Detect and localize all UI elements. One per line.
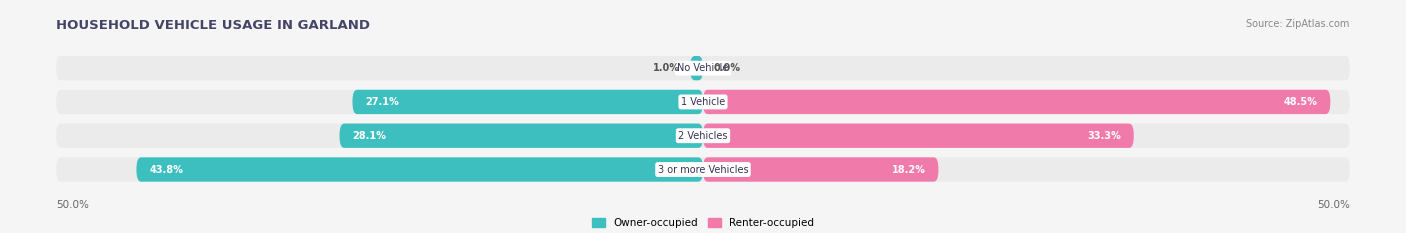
FancyBboxPatch shape [56,56,1350,80]
Text: Source: ZipAtlas.com: Source: ZipAtlas.com [1246,19,1350,29]
Text: 1.0%: 1.0% [652,63,679,73]
Text: 18.2%: 18.2% [891,164,925,175]
Text: No Vehicle: No Vehicle [678,63,728,73]
FancyBboxPatch shape [56,90,1350,114]
FancyBboxPatch shape [703,123,1133,148]
FancyBboxPatch shape [136,157,703,182]
FancyBboxPatch shape [703,157,938,182]
Text: HOUSEHOLD VEHICLE USAGE IN GARLAND: HOUSEHOLD VEHICLE USAGE IN GARLAND [56,19,370,32]
Text: 2 Vehicles: 2 Vehicles [678,131,728,141]
FancyBboxPatch shape [353,90,703,114]
Text: 33.3%: 33.3% [1087,131,1121,141]
Text: 28.1%: 28.1% [353,131,387,141]
FancyBboxPatch shape [56,123,1350,148]
Text: 48.5%: 48.5% [1284,97,1317,107]
Text: 3 or more Vehicles: 3 or more Vehicles [658,164,748,175]
Text: 1 Vehicle: 1 Vehicle [681,97,725,107]
Text: 50.0%: 50.0% [56,200,89,210]
FancyBboxPatch shape [703,90,1330,114]
Text: 50.0%: 50.0% [1317,200,1350,210]
FancyBboxPatch shape [56,157,1350,182]
Text: 0.0%: 0.0% [713,63,741,73]
FancyBboxPatch shape [339,123,703,148]
Legend: Owner-occupied, Renter-occupied: Owner-occupied, Renter-occupied [588,214,818,232]
Text: 27.1%: 27.1% [366,97,399,107]
Text: 43.8%: 43.8% [149,164,183,175]
FancyBboxPatch shape [690,56,703,80]
